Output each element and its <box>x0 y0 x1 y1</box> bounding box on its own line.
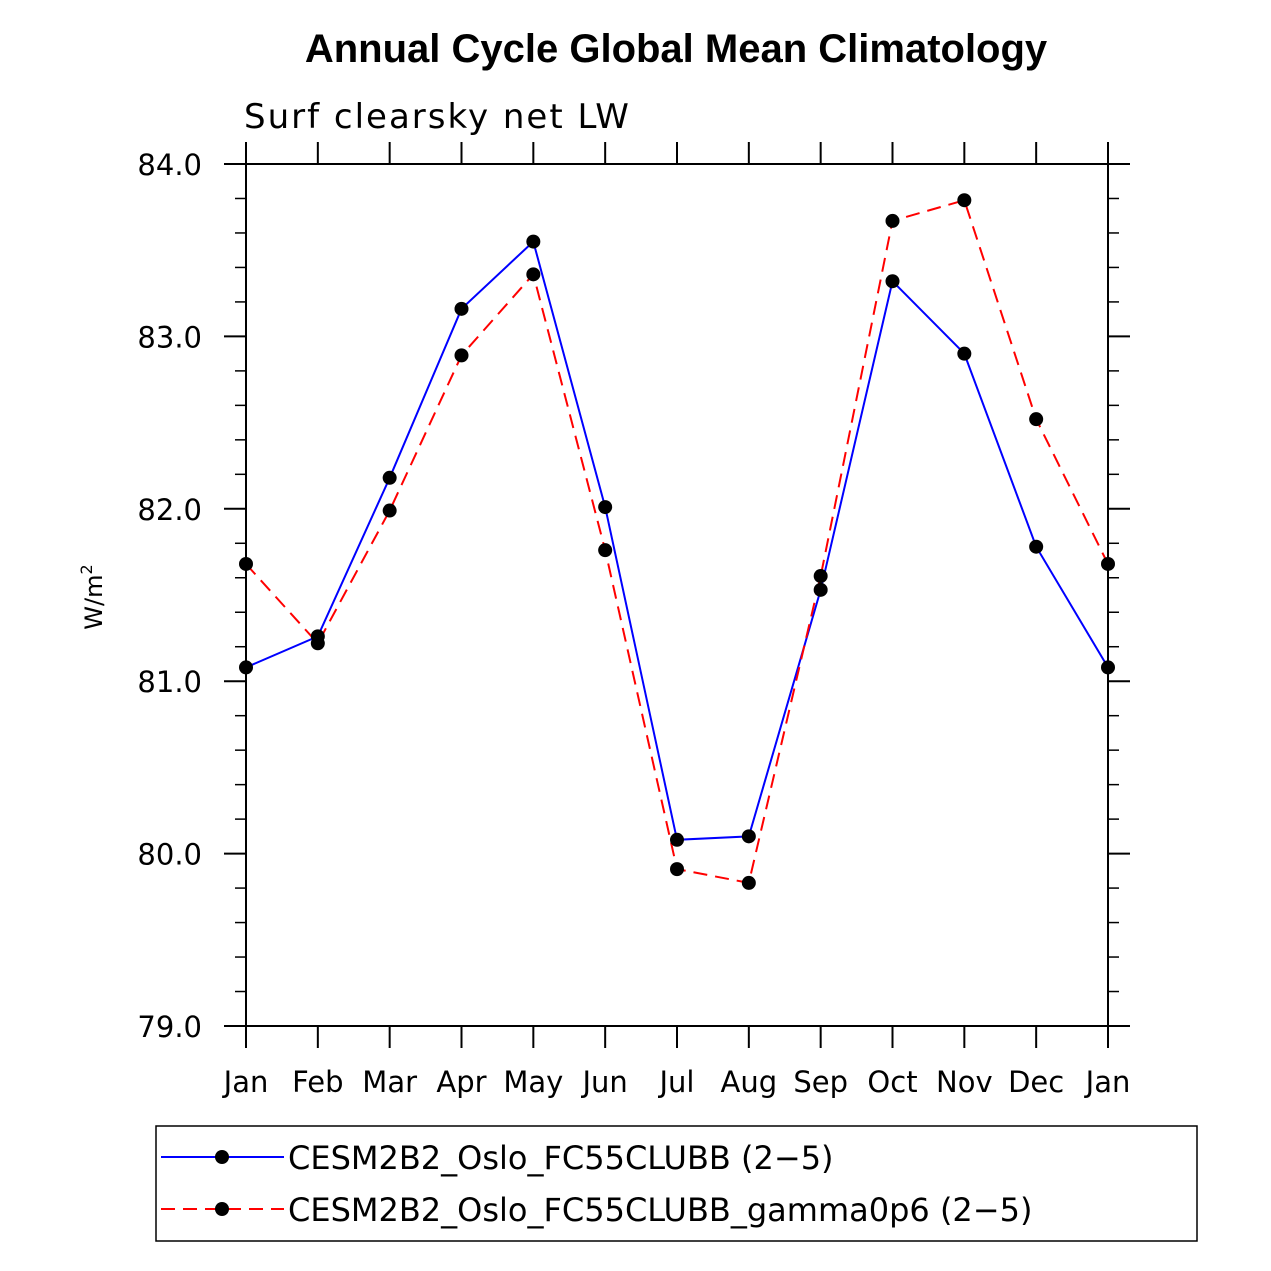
series-line-1 <box>245 239 1109 841</box>
data-point-series-1 <box>741 829 756 844</box>
x-tick-label: Jul <box>658 1065 695 1099</box>
data-point-series-2 <box>885 213 900 228</box>
x-tick-label: Dec <box>1008 1065 1064 1099</box>
major-ticks <box>224 142 1130 1048</box>
data-point-series-1 <box>1101 660 1115 675</box>
x-tick-label: Feb <box>292 1065 343 1099</box>
series-line-2 <box>245 198 1109 885</box>
x-tick-label: May <box>503 1065 563 1099</box>
chart-subtitle: Surf clearsky net LW <box>244 97 631 137</box>
data-point-series-2 <box>239 556 253 571</box>
data-point-series-2 <box>382 503 397 518</box>
data-point-series-1 <box>670 832 684 847</box>
data-point-series-2 <box>310 636 325 651</box>
series-markers <box>239 193 1115 890</box>
data-point-series-2 <box>670 862 684 877</box>
plot-frame <box>245 163 1109 1027</box>
x-tick-label: Sep <box>793 1065 848 1099</box>
x-tick-label: Nov <box>936 1065 993 1099</box>
y-tick-label: 79.0 <box>137 1010 202 1044</box>
data-point-series-2 <box>526 267 541 282</box>
x-tick-label: Mar <box>362 1065 417 1099</box>
data-point-series-1 <box>454 301 469 316</box>
minor-ticks <box>235 197 1119 993</box>
data-point-series-2 <box>813 569 828 584</box>
x-tick-label: Jun <box>581 1065 628 1099</box>
y-axis-label: W/m2 <box>77 564 108 629</box>
data-point-series-2 <box>1101 556 1115 571</box>
data-point-series-1 <box>382 470 397 485</box>
y-tick-label: 82.0 <box>137 493 202 527</box>
legend-label-series-2: CESM2B2_Oslo_FC55CLUBB_gamma0p6 (2−5) <box>288 1191 1032 1229</box>
data-point-series-1 <box>813 582 828 597</box>
chart-title: Annual Cycle Global Mean Climatology <box>305 27 1048 71</box>
legend-box <box>155 1125 1198 1242</box>
y-tick-label: 83.0 <box>137 320 202 354</box>
legend-label-series-1: CESM2B2_Oslo_FC55CLUBB (2−5) <box>288 1139 834 1177</box>
y-axis-label-superscript: 2 <box>77 564 96 574</box>
data-point-series-2 <box>454 348 469 363</box>
legend: CESM2B2_Oslo_FC55CLUBB (2−5) CESM2B2_Osl… <box>155 1125 1198 1242</box>
data-point-series-1 <box>239 660 253 675</box>
x-tick-label: Oct <box>867 1065 917 1099</box>
x-tick-label: Jan <box>1084 1065 1131 1099</box>
data-point-series-1 <box>957 346 972 361</box>
data-point-series-2 <box>1029 412 1044 427</box>
data-point-series-1 <box>598 500 613 515</box>
data-point-series-2 <box>598 543 613 558</box>
data-point-series-1 <box>1029 539 1044 554</box>
y-tick-labels: 79.0 80.0 81.0 82.0 83.0 84.0 <box>137 148 202 1044</box>
data-point-series-1 <box>885 274 900 289</box>
y-tick-label: 80.0 <box>137 838 202 872</box>
series-lines <box>245 198 1109 885</box>
data-point-series-2 <box>741 875 756 890</box>
y-tick-label: 84.0 <box>137 148 202 182</box>
x-tick-labels: Jan Feb Mar Apr May Jun Jul Aug Sep Oct Nov Dec Jan <box>222 1065 1131 1099</box>
x-tick-label: Apr <box>436 1065 486 1099</box>
legend-marker-series-2 <box>215 1202 229 1216</box>
y-axis-label-unit: W/m <box>80 574 108 629</box>
y-tick-label: 81.0 <box>137 665 202 699</box>
legend-marker-series-1 <box>215 1150 229 1164</box>
x-tick-label: Jan <box>222 1065 269 1099</box>
data-point-series-2 <box>957 193 972 208</box>
x-tick-label: Aug <box>721 1065 778 1099</box>
data-point-series-1 <box>526 234 541 249</box>
